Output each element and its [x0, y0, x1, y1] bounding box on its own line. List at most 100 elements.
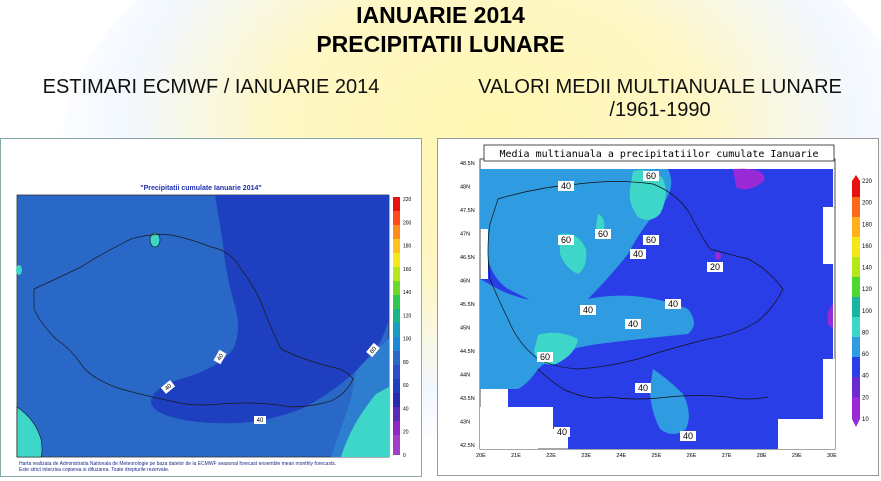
- multiannual-contour-label: 60: [646, 235, 656, 245]
- multiannual-cyan-small: [596, 214, 605, 233]
- ecmwf-cb-tick: 100: [403, 337, 412, 343]
- multiannual-label-box: [630, 249, 646, 259]
- ecmwf-cb-tick: 220: [403, 197, 412, 203]
- ecmwf-label-box-1: [213, 349, 227, 365]
- multiannual-map-title: Media multianuala a precipitatiilor cumu…: [499, 149, 818, 160]
- ecmwf-cb-tick: 60: [403, 383, 409, 389]
- ecmwf-forecast-map: "Precipitatii cumulate Ianuarie 2014" 40…: [0, 138, 422, 477]
- multiannual-region-w: [480, 279, 694, 389]
- ecmwf-cyan-spot-north: [149, 232, 161, 248]
- multiannual-lon-tick: 22E: [546, 453, 556, 459]
- multiannual-cb-tick: 120: [862, 287, 873, 293]
- multiannual-cb-tick: 60: [862, 352, 869, 358]
- multiannual-cb-tick: 220: [862, 179, 873, 185]
- ecmwf-cb-tick: 160: [403, 267, 412, 273]
- multiannual-lat-tick: 44N: [460, 373, 470, 379]
- multiannual-purple-e: [827, 304, 833, 329]
- ecmwf-cyan-spot-west: [16, 265, 22, 275]
- multiannual-lat-tick: 47.5N: [460, 208, 475, 214]
- multiannual-contour-label: 40: [668, 299, 678, 309]
- multiannual-label-box: [643, 235, 659, 245]
- multiannual-lat-tick: 46.5N: [460, 255, 475, 261]
- multiannual-label-box: [680, 431, 696, 441]
- multiannual-label-box: [595, 229, 611, 239]
- multiannual-title-box: [483, 144, 835, 162]
- multiannual-purple-ne: [733, 168, 765, 190]
- multiannual-region-s: [650, 369, 689, 434]
- multiannual-purple-spot: [715, 252, 721, 260]
- multiannual-lat-ticks: 48.5N 48N 47.5N 47N 46.5N 46N 45.5N 45N 44.5N 44N…: [460, 161, 475, 449]
- ecmwf-contour-label-1: 40: [217, 353, 226, 362]
- multiannual-contour-label: 60: [540, 352, 550, 362]
- multiannual-lon-tick: 30E: [827, 453, 837, 459]
- multiannual-map-svg: Media multianuala a precipitatiilor cumu…: [460, 144, 873, 459]
- multiannual-lat-tick: 42.5N: [460, 443, 475, 449]
- multiannual-contour-label: 40: [633, 249, 643, 259]
- multiannual-lat-tick: 45N: [460, 326, 470, 332]
- multiannual-cb-tick: 40: [862, 374, 869, 380]
- ecmwf-cyan-spot-se: [341, 387, 389, 457]
- ecmwf-cyan-spot-sw: [16, 406, 43, 458]
- multiannual-contour-label: 40: [583, 305, 593, 315]
- multiannual-lon-tick: 23E: [581, 453, 591, 459]
- multiannual-label-box: [635, 383, 651, 393]
- multiannual-label-box: [625, 319, 641, 329]
- multiannual-lon-tick: 25E: [652, 453, 662, 459]
- multiannual-lon-tick: 29E: [792, 453, 802, 459]
- multiannual-contour-label: 40: [557, 427, 567, 437]
- multiannual-lon-tick: 20E: [476, 453, 486, 459]
- multiannual-label-box: [558, 235, 574, 245]
- multiannual-label-box: [580, 305, 596, 315]
- multiannual-lat-tick: 48.5N: [460, 161, 475, 167]
- multiannual-mean-map: Media multianuala a precipitatiilor cumu…: [437, 138, 879, 476]
- ecmwf-footnote-line2: Este strict interzisa copierea si difuza…: [19, 467, 170, 473]
- multiannual-contour-label: 20: [710, 262, 720, 272]
- multiannual-cb-tick: 20: [862, 395, 869, 401]
- multiannual-lat-tick: 46N: [460, 279, 470, 285]
- ecmwf-footnote: Harta realizata de Administratia Nationa…: [19, 461, 419, 473]
- ecmwf-cb-tick: 0: [403, 453, 406, 459]
- multiannual-lat-tick: 47N: [460, 232, 470, 238]
- ecmwf-contour-label-2: 40: [164, 383, 173, 392]
- ecmwf-label-box-2: [160, 380, 176, 394]
- ecmwf-cb-tick: 20: [403, 430, 409, 436]
- multiannual-label-box: [554, 427, 570, 437]
- ecmwf-cb-tick: 140: [403, 290, 412, 296]
- multiannual-romania-border: [487, 181, 784, 370]
- ecmwf-footnote-line1: Harta realizata de Administratia Nationa…: [19, 461, 337, 467]
- right-heading: VALORI MEDII MULTIANUALE LUNARE /1961-19…: [440, 76, 880, 122]
- multiannual-void-se: [778, 419, 835, 449]
- ecmwf-romania-border: [33, 234, 354, 408]
- multiannual-contour-label: 40: [683, 431, 693, 441]
- page-title-line1: IANUARIE 2014: [356, 2, 525, 28]
- multiannual-label-box: [643, 171, 659, 181]
- ecmwf-map-title: "Precipitatii cumulate Ianuarie 2014": [140, 185, 261, 192]
- multiannual-contour-label: 40: [628, 319, 638, 329]
- ecmwf-map-svg: "Precipitatii cumulate Ianuarie 2014" 40…: [16, 185, 412, 459]
- multiannual-lon-tick: 21E: [511, 453, 521, 459]
- multiannual-contour-label: 60: [646, 171, 656, 181]
- multiannual-lon-tick: 26E: [687, 453, 697, 459]
- multiannual-cb-tick: 100: [862, 309, 873, 315]
- multiannual-label-box: [665, 299, 681, 309]
- multiannual-danube-border: [537, 368, 769, 400]
- multiannual-cb-tick: 80: [862, 330, 869, 336]
- right-heading-line2: /1961-1990: [609, 99, 711, 121]
- page-title-line2: PRECIPITATII LUNARE: [316, 31, 565, 57]
- multiannual-cb-tick: 200: [862, 201, 873, 207]
- ecmwf-contour-label-3: 40: [257, 418, 264, 424]
- multiannual-lon-tick: 24E: [616, 453, 626, 459]
- ecmwf-cb-tick: 120: [403, 313, 412, 319]
- ecmwf-colorbar: [393, 197, 400, 455]
- right-heading-line1: VALORI MEDII MULTIANUALE LUNARE: [478, 76, 842, 98]
- ecmwf-dark-region: [151, 195, 389, 424]
- ecmwf-cb-tick: 200: [403, 220, 412, 226]
- ecmwf-cb-tick: 40: [403, 406, 409, 412]
- multiannual-label-box: [558, 181, 574, 191]
- ecmwf-label-box-3: [254, 416, 266, 424]
- multiannual-lat-tick: 43N: [460, 420, 470, 426]
- multiannual-colorbar: [852, 175, 860, 427]
- multiannual-lon-tick: 28E: [757, 453, 767, 459]
